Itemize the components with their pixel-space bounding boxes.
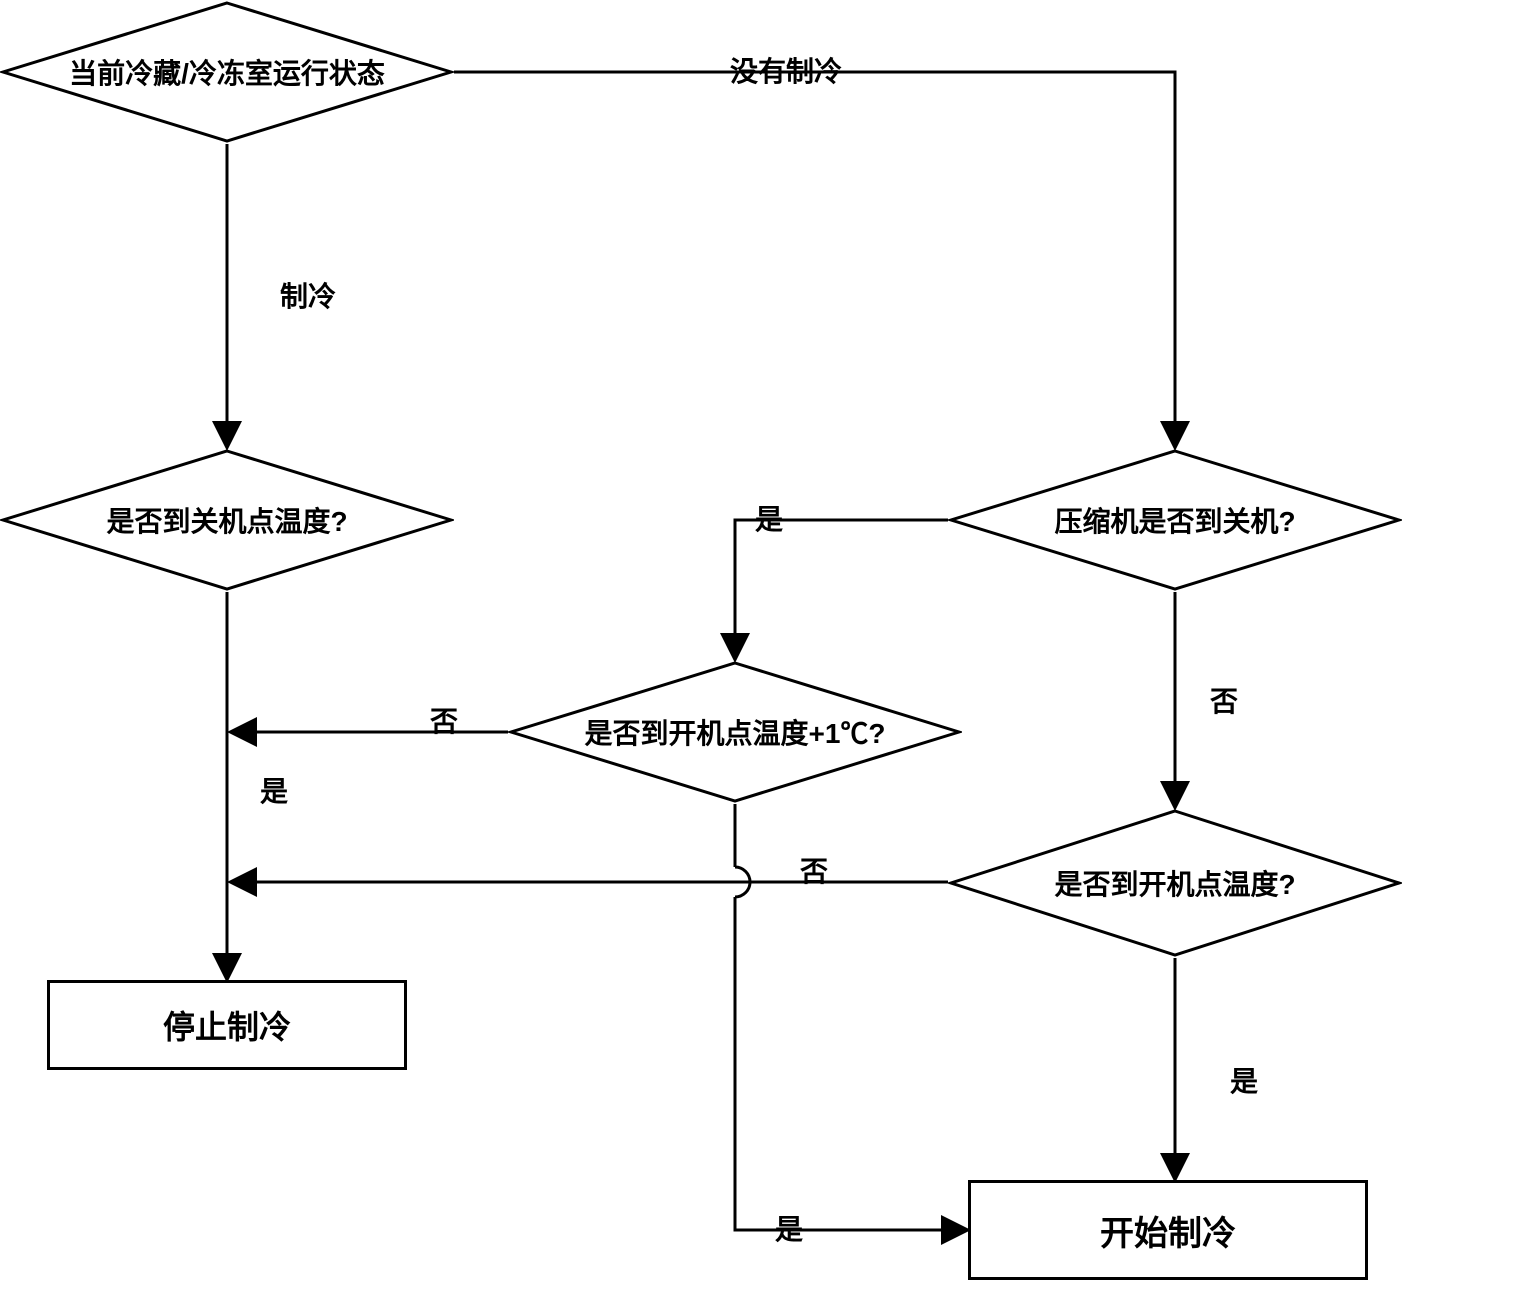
decision-compressor-off-label: 压缩机是否到关机?: [1054, 500, 1295, 540]
decision-current-state-label: 当前冷藏/冷冻室运行状态: [69, 52, 385, 92]
decision-startup-temp-plus1-label: 是否到开机点温度+1℃?: [584, 712, 885, 752]
decision-shutdown-temp-label: 是否到关机点温度?: [106, 500, 347, 540]
connectors: [0, 0, 1539, 1311]
decision-startup-temp-label: 是否到开机点温度?: [1054, 863, 1295, 903]
